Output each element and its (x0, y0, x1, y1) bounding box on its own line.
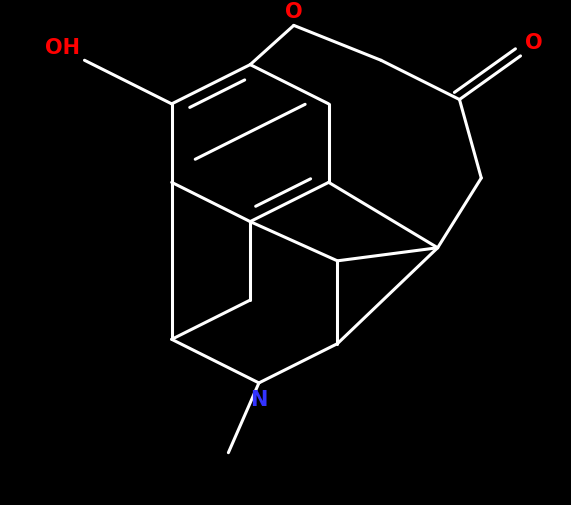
Text: OH: OH (45, 38, 80, 58)
Text: N: N (250, 389, 268, 409)
Text: O: O (525, 32, 542, 53)
Text: O: O (285, 2, 303, 22)
